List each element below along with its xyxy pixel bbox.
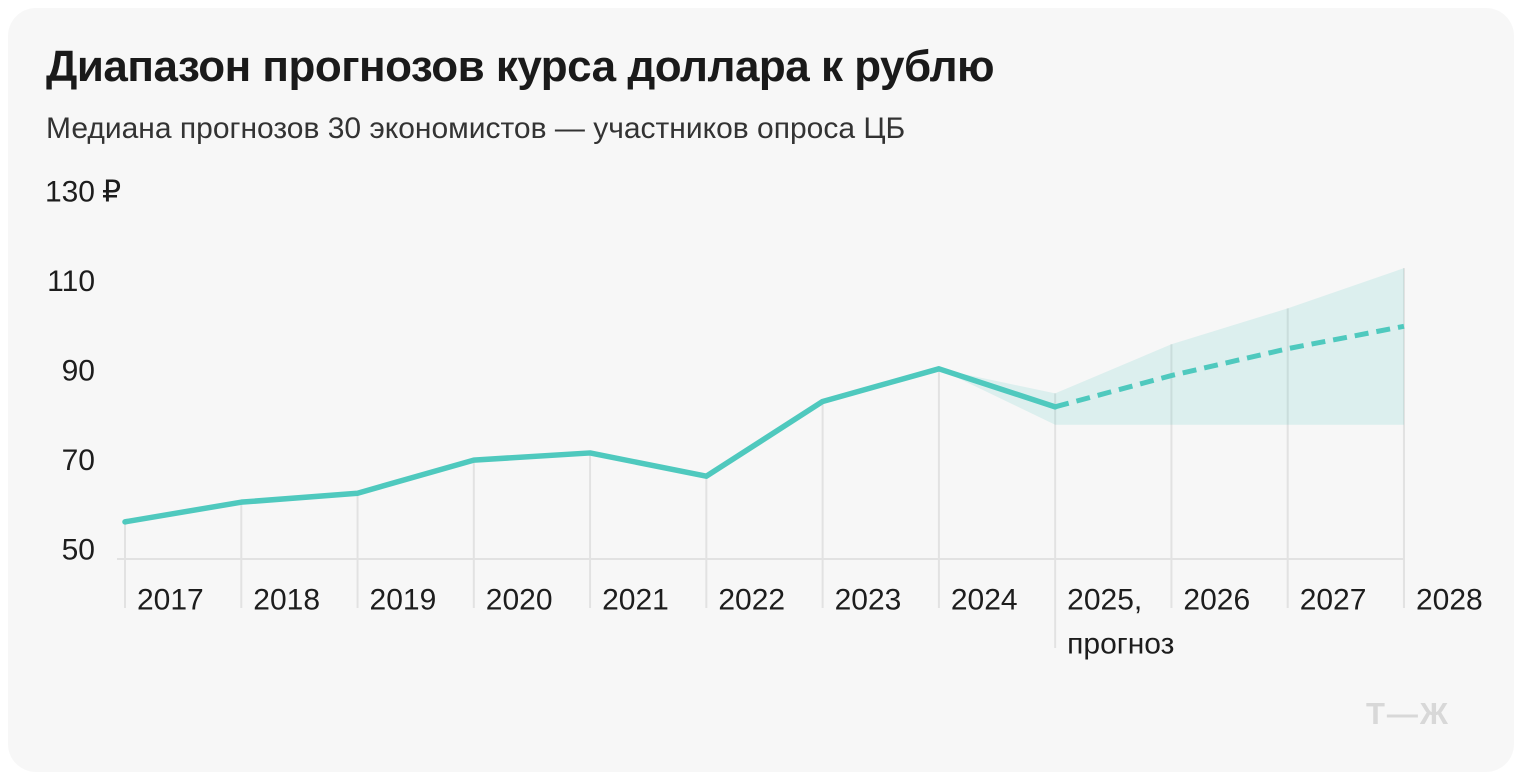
x-tick-label: 2018 [253,584,320,617]
y-tick-label: 90 [62,355,95,388]
tj-logo: Т—Ж [1366,696,1450,731]
y-tick-label: 70 [62,444,95,477]
forecast-median-line [1054,323,1405,410]
y-tick-label: 50 [62,534,95,567]
chart-card: Диапазон прогнозов курса доллара к рублю… [8,8,1514,772]
x-tick-label: 2024 [951,584,1018,617]
x-tick-label: 2023 [835,584,902,617]
x-tick-label: 2025, [1067,584,1142,617]
x-tick-label: прогноз [1067,628,1174,661]
x-tick-label: 2020 [486,584,553,617]
actual-rate-line [122,366,1058,525]
x-tick-label: 2022 [718,584,785,617]
chart-title: Диапазон прогнозов курса доллара к рублю [46,42,995,91]
x-tick-label: 2027 [1300,584,1367,617]
y-tick-label: 130 [45,176,95,209]
x-tick-label: 2028 [1416,584,1483,617]
x-tick-label: 2019 [370,584,437,617]
y-axis-unit-label: ₽ [102,176,121,209]
x-tick-label: 2017 [137,584,204,617]
x-tick-label: 2021 [602,584,669,617]
chart-subtitle: Медиана прогнозов 30 экономистов — участ… [46,112,906,145]
forecast-range-band [938,268,1404,425]
y-tick-label: 110 [47,265,95,298]
x-tick-label: 2026 [1183,584,1250,617]
